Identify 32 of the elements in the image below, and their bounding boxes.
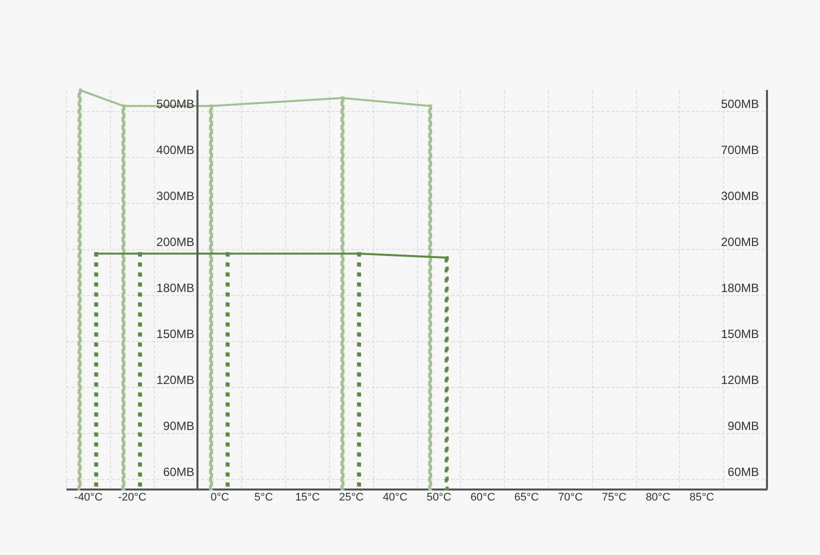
annotation: 90MB bbox=[163, 419, 194, 433]
x-tick-label: 85°C bbox=[689, 492, 714, 504]
x-tick-label: 80°C bbox=[646, 492, 670, 504]
annotation: 120MB bbox=[720, 373, 759, 387]
annotation: 300MB bbox=[156, 189, 194, 203]
annotation: 90MB bbox=[728, 419, 759, 433]
x-tick-label: 70°C bbox=[558, 492, 583, 504]
x-tick-label: 15°C bbox=[295, 492, 320, 504]
x-tick-label: -40°C bbox=[74, 492, 103, 504]
x-tick-label: 5°C bbox=[254, 492, 273, 504]
x-tick-label: 75°C bbox=[602, 492, 626, 504]
annotation: 500MB bbox=[156, 97, 194, 111]
x-tick-label: 65°C bbox=[514, 492, 539, 504]
annotation: 400MB bbox=[156, 143, 194, 157]
x-tick-label: 25°C bbox=[338, 492, 364, 504]
x-tick-label: 0°C bbox=[210, 492, 230, 504]
annotation: 60MB bbox=[163, 465, 194, 479]
annotation: 300MB bbox=[720, 189, 759, 203]
x-tick-label: 40°C bbox=[382, 492, 408, 504]
x-tick-label: 60°C bbox=[470, 492, 496, 504]
annotation: 180MB bbox=[156, 281, 194, 295]
annotation: 120MB bbox=[156, 373, 194, 387]
annotation: 500MB bbox=[720, 97, 759, 111]
annotation: 150MB bbox=[720, 327, 759, 341]
annotation: 200MB bbox=[720, 235, 759, 249]
annotation: 180MB bbox=[720, 281, 759, 295]
annotation: 150MB bbox=[156, 327, 194, 341]
x-tick-label: -20°C bbox=[118, 492, 146, 504]
x-tick-label: 50°C bbox=[426, 492, 452, 504]
annotation: 200MB bbox=[156, 235, 194, 249]
annotation: 700MB bbox=[720, 143, 759, 157]
annotation: 60MB bbox=[728, 465, 759, 479]
